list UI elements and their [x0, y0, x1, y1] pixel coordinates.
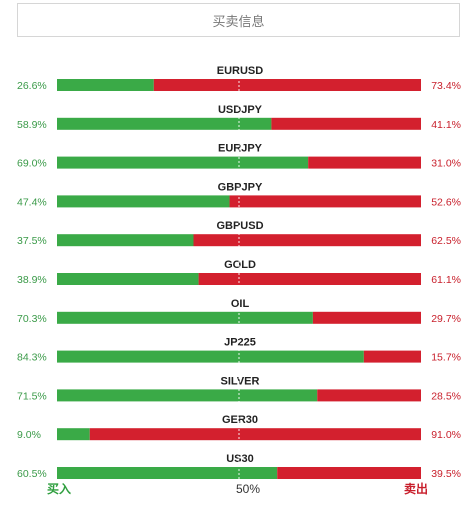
buy-value-silver: 71.5% — [17, 390, 47, 402]
category-label-gbpusd: GBPUSD — [216, 220, 263, 232]
buy-bar-silver — [57, 389, 318, 402]
buy-bar-usdjpy — [57, 117, 272, 130]
header-title: 买卖信息 — [212, 14, 265, 30]
sell-bar-jp225 — [363, 350, 421, 363]
sell-bar-eurusd — [153, 79, 421, 91]
category-label-gold: GOLD — [224, 259, 256, 271]
sell-value-silver: 28.5% — [431, 390, 461, 402]
buy-value-eurusd: 26.6% — [17, 80, 47, 92]
buy-bar-oil — [57, 311, 313, 324]
sell-bar-silver — [317, 389, 421, 402]
buy-value-usdjpy: 58.9% — [17, 119, 47, 131]
category-label-jp225: JP225 — [224, 337, 256, 349]
sell-bar-ger30 — [89, 428, 421, 441]
sell-bar-gbpjpy — [229, 195, 421, 208]
buy-value-oil: 70.3% — [17, 313, 47, 325]
category-label-eurjpy: EURJPY — [218, 143, 263, 155]
buy-bar-gbpusd — [57, 234, 194, 247]
footer-sell-label: 卖出 — [404, 482, 429, 496]
sell-value-usdjpy: 41.1% — [431, 119, 461, 131]
buy-value-gbpjpy: 47.4% — [17, 196, 47, 208]
sell-value-eurjpy: 31.0% — [431, 158, 461, 170]
buy-bar-gbpjpy — [57, 195, 230, 208]
buy-value-eurjpy: 69.0% — [17, 158, 47, 170]
category-label-gbpjpy: GBPJPY — [218, 181, 263, 193]
section-header: 买卖信息 — [17, 3, 460, 37]
category-label-oil: OIL — [231, 298, 250, 310]
buy-value-ger30: 9.0% — [17, 429, 41, 441]
sell-bar-us30 — [277, 467, 421, 479]
buy-bar-ger30 — [57, 428, 90, 441]
buy-bar-jp225 — [57, 350, 364, 363]
sell-bar-gbpusd — [193, 234, 421, 247]
category-label-eurusd: EURUSD — [217, 65, 264, 77]
buy-bar-eurjpy — [57, 156, 309, 169]
buy-value-us30: 60.5% — [17, 468, 47, 480]
category-label-usdjpy: USDJPY — [218, 104, 263, 116]
sell-value-oil: 29.7% — [431, 313, 461, 325]
sell-value-jp225: 15.7% — [431, 352, 461, 364]
sell-bar-gold — [198, 273, 421, 285]
buy-value-gbpusd: 37.5% — [17, 235, 47, 247]
sell-bar-oil — [312, 311, 421, 324]
footer-mid-label: 50% — [236, 482, 261, 496]
category-label-ger30: GER30 — [222, 414, 258, 426]
buy-bar-gold — [57, 273, 199, 285]
buy-bar-eurusd — [57, 79, 154, 91]
sell-value-gbpusd: 62.5% — [431, 235, 461, 247]
sell-bar-eurjpy — [308, 156, 421, 169]
buy-bar-us30 — [57, 467, 278, 479]
sell-value-gbpjpy: 52.6% — [431, 196, 461, 208]
sell-value-gold: 61.1% — [431, 274, 461, 286]
sell-value-eurusd: 73.4% — [431, 80, 461, 92]
sell-value-ger30: 91.0% — [431, 429, 461, 441]
footer-buy-label: 买入 — [47, 482, 72, 496]
category-label-us30: US30 — [226, 453, 254, 465]
buy-value-gold: 38.9% — [17, 274, 47, 286]
buy-value-jp225: 84.3% — [17, 352, 47, 364]
category-label-silver: SILVER — [221, 375, 260, 387]
sell-value-us30: 39.5% — [431, 468, 461, 480]
sell-bar-usdjpy — [271, 117, 421, 130]
